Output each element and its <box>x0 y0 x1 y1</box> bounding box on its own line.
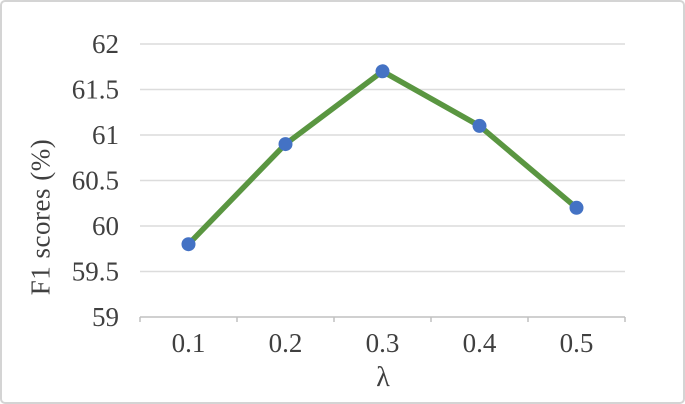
x-tick-label: 0.2 <box>269 328 303 358</box>
y-tick-label: 59.5 <box>72 257 119 287</box>
x-tick-label: 0.4 <box>463 328 497 358</box>
x-axis-title: λ <box>376 362 390 393</box>
data-point-marker <box>569 200 584 215</box>
x-tick-label: 0.3 <box>366 328 400 358</box>
y-tick-label: 59 <box>92 302 119 332</box>
data-point-marker <box>375 64 390 79</box>
y-tick-label: 61.5 <box>72 75 119 105</box>
y-tick-label: 61 <box>92 120 119 150</box>
y-tick-label: 60 <box>92 211 119 241</box>
series-line <box>185 68 580 247</box>
y-tick-label: 62 <box>92 29 119 59</box>
data-point-marker <box>472 118 487 133</box>
x-tick-label: 0.5 <box>560 328 594 358</box>
data-point-marker <box>278 137 293 152</box>
y-axis-title: F1 scores (%) <box>25 138 56 296</box>
x-tick-label: 0.1 <box>172 328 206 358</box>
y-tick-label: 60.5 <box>72 166 119 196</box>
data-point-marker <box>181 237 196 252</box>
